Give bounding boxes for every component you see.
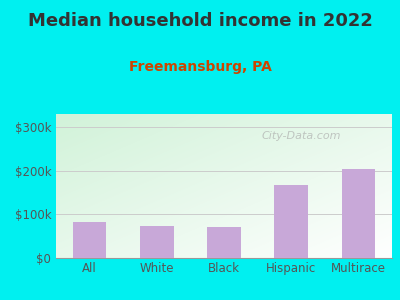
Text: Freemansburg, PA: Freemansburg, PA bbox=[128, 60, 272, 74]
Bar bbox=[140, 226, 174, 258]
Bar bbox=[274, 185, 308, 258]
Bar bbox=[73, 222, 106, 258]
Text: Median household income in 2022: Median household income in 2022 bbox=[28, 12, 372, 30]
Bar bbox=[207, 226, 241, 258]
Text: City-Data.com: City-Data.com bbox=[262, 130, 341, 141]
Bar bbox=[342, 169, 375, 258]
